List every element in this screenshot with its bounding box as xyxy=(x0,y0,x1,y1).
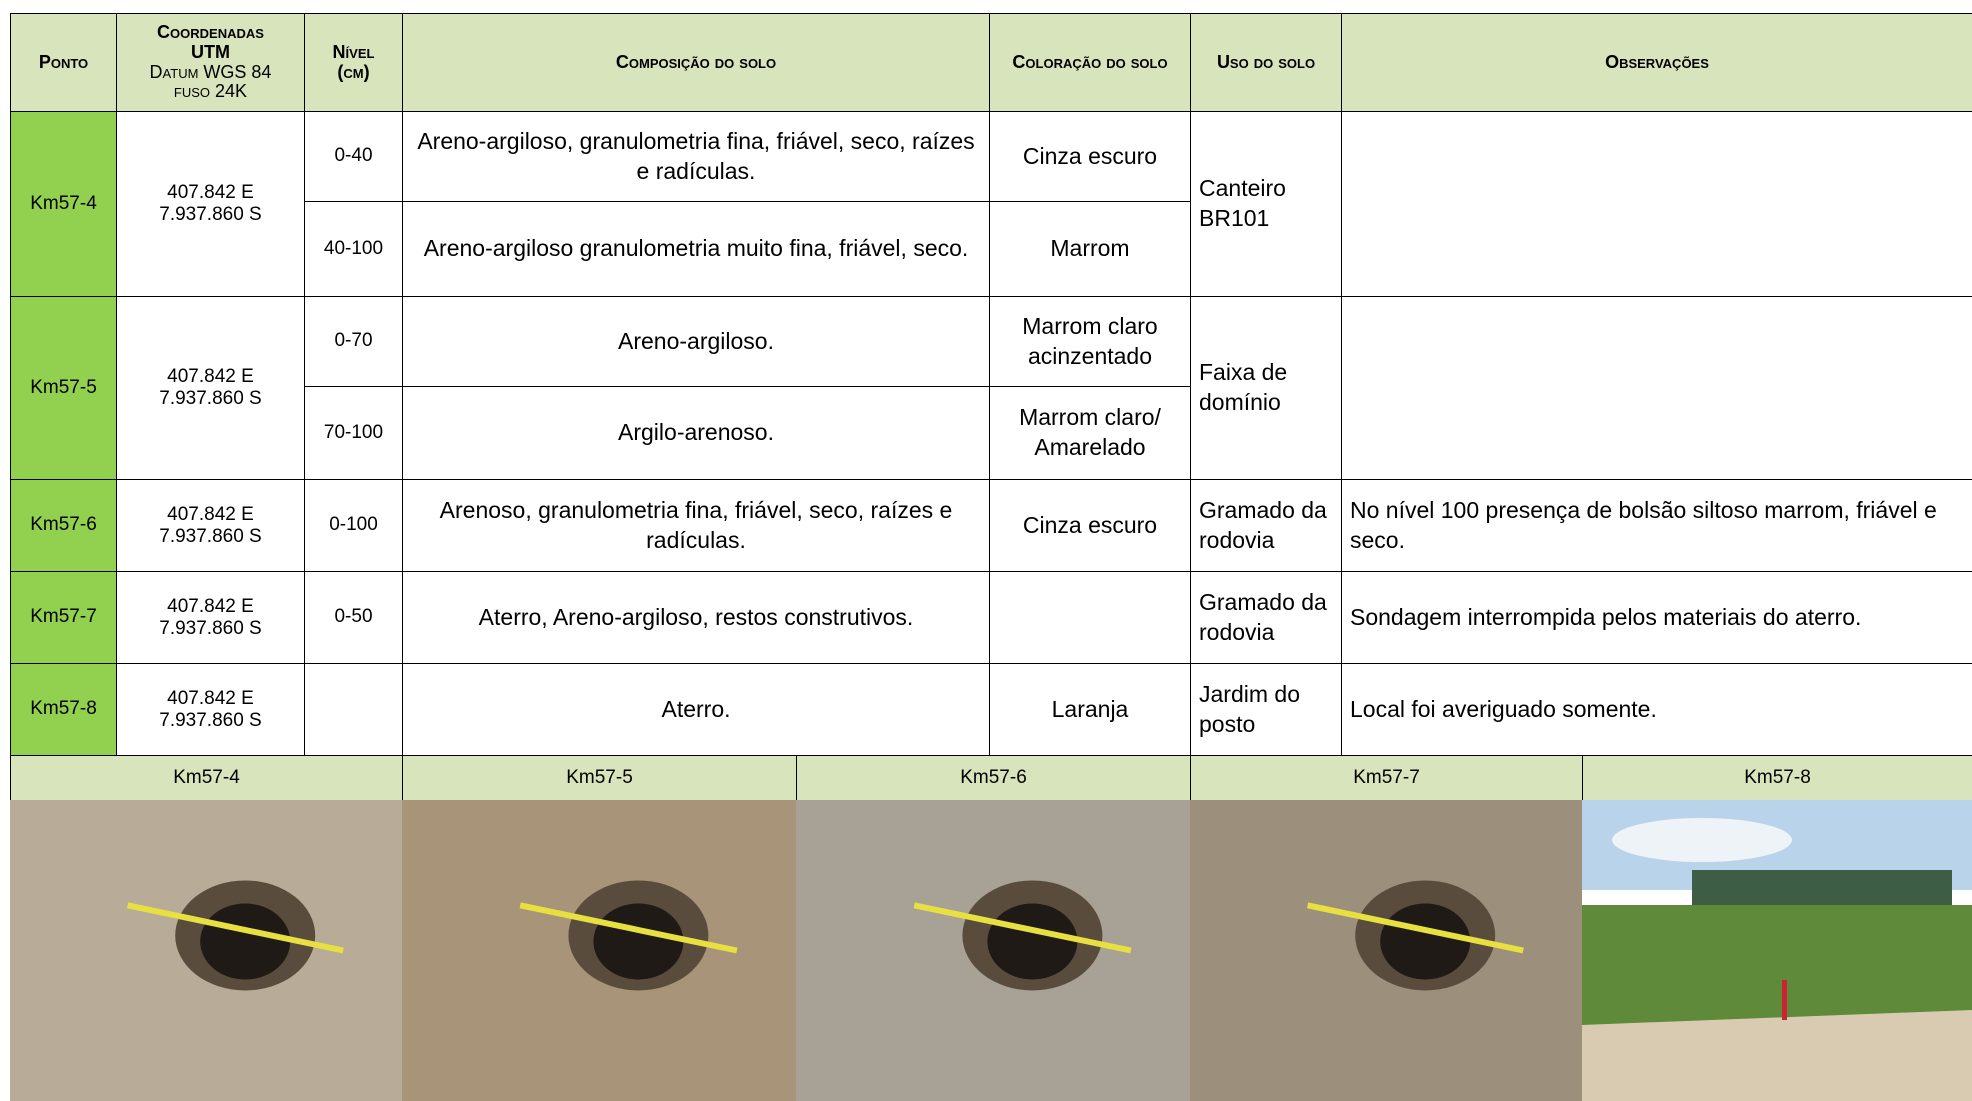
header-line: 7.937.860 S xyxy=(159,525,262,547)
coloracao xyxy=(989,571,1191,664)
header-line: UTM xyxy=(190,41,230,62)
header-coord-stack: Coordenadas UTM Datum WGS 84 fuso 24K xyxy=(149,21,272,102)
header-line: 7.937.860 S xyxy=(159,204,262,225)
uso: Canteiro BR101 xyxy=(1190,111,1342,297)
coord-stack: 407.842 E 7.937.860 S xyxy=(159,182,261,226)
coordenadas: 407.842 E 7.937.860 S xyxy=(116,571,305,664)
header-line: 7.937.860 S xyxy=(159,617,262,639)
coloracao: Laranja xyxy=(989,663,1191,756)
ponto: Km57-4 xyxy=(10,111,117,297)
photo-label: Km57-4 xyxy=(10,755,403,801)
composicao: Areno-argiloso, granulometria fina, friá… xyxy=(402,111,990,202)
header-line: fuso 24K xyxy=(173,81,248,102)
header-coordenadas: Coordenadas UTM Datum WGS 84 fuso 24K xyxy=(116,13,305,112)
header-line: 407.842 E xyxy=(167,595,254,617)
photo xyxy=(1582,800,1972,1101)
header-line: 7.937.860 S xyxy=(159,709,262,731)
header-line: (cm) xyxy=(337,61,370,82)
header-uso: Uso do solo xyxy=(1190,13,1342,112)
header-line: Coordenadas xyxy=(157,21,264,42)
coord-stack: 407.842 E 7.937.860 S xyxy=(159,504,261,548)
nivel: 0-100 xyxy=(304,479,403,572)
composicao: Areno-argiloso granulometria muito fina,… xyxy=(402,201,990,297)
uso: Jardim do posto xyxy=(1190,663,1342,756)
uso: Faixa de domínio xyxy=(1190,296,1342,480)
photo xyxy=(796,800,1190,1101)
photo xyxy=(10,800,402,1101)
coloracao: Marrom claro acinzentado xyxy=(989,296,1191,387)
ponto: Km57-6 xyxy=(10,479,117,572)
coloracao: Cinza escuro xyxy=(989,479,1191,572)
coloracao: Cinza escuro xyxy=(989,111,1191,202)
header-line: 407.842 E xyxy=(167,687,254,709)
header-nivel: Nível (cm) xyxy=(304,13,403,112)
composicao: Argilo-arenoso. xyxy=(402,386,990,480)
coord-stack: 407.842 E 7.937.860 S xyxy=(159,366,261,410)
coordenadas: 407.842 E 7.937.860 S xyxy=(116,296,305,480)
coord-stack: 407.842 E 7.937.860 S xyxy=(159,688,261,732)
header-ponto: Ponto xyxy=(10,13,117,112)
header-line: 407.842 E xyxy=(167,503,254,525)
ponto: Km57-5 xyxy=(10,296,117,480)
coordenadas: 407.842 E 7.937.860 S xyxy=(116,663,305,756)
observacoes: Sondagem interrompida pelos materiais do… xyxy=(1341,571,1972,664)
observacoes xyxy=(1341,111,1972,297)
header-line: Nível xyxy=(332,41,375,62)
ponto: Km57-8 xyxy=(10,663,117,756)
photo xyxy=(402,800,796,1101)
uso: Gramado da rodovia xyxy=(1190,479,1342,572)
observacoes: No nível 100 presença de bolsão siltoso … xyxy=(1341,479,1972,572)
composicao: Aterro, Areno-argiloso, restos construti… xyxy=(402,571,990,664)
composicao: Aterro. xyxy=(402,663,990,756)
ponto: Km57-7 xyxy=(10,571,117,664)
composicao: Arenoso, granulometria fina, friável, se… xyxy=(402,479,990,572)
photo-label: Km57-5 xyxy=(402,755,797,801)
coloracao: Marrom claro/ Amarelado xyxy=(989,386,1191,480)
observacoes: Local foi averiguado somente. xyxy=(1341,663,1972,756)
header-composicao: Composição do solo xyxy=(402,13,990,112)
photo-label: Km57-8 xyxy=(1582,755,1972,801)
nivel xyxy=(304,663,403,756)
header-line: Datum WGS 84 xyxy=(149,61,272,82)
header-line: 407.842 E xyxy=(167,366,254,388)
header-nivel-stack: Nível (cm) xyxy=(332,41,375,83)
nivel: 40-100 xyxy=(304,201,403,297)
composicao: Areno-argiloso. xyxy=(402,296,990,387)
header-line: 7.937.860 S xyxy=(159,388,262,409)
nivel: 0-50 xyxy=(304,571,403,664)
coord-stack: 407.842 E 7.937.860 S xyxy=(159,596,261,640)
header-coloracao: Coloração do solo xyxy=(989,13,1191,112)
nivel: 0-70 xyxy=(304,296,403,387)
observacoes xyxy=(1341,296,1972,480)
photo-label: Km57-6 xyxy=(796,755,1191,801)
coordenadas: 407.842 E 7.937.860 S xyxy=(116,111,305,297)
nivel: 0-40 xyxy=(304,111,403,202)
coordenadas: 407.842 E 7.937.860 S xyxy=(116,479,305,572)
nivel: 70-100 xyxy=(304,386,403,480)
header-line: 407.842 E xyxy=(167,182,254,204)
header-observacoes: Observações xyxy=(1341,13,1972,112)
uso: Gramado da rodovia xyxy=(1190,571,1342,664)
photo xyxy=(1190,800,1582,1101)
coloracao: Marrom xyxy=(989,201,1191,297)
photo-label: Km57-7 xyxy=(1190,755,1583,801)
